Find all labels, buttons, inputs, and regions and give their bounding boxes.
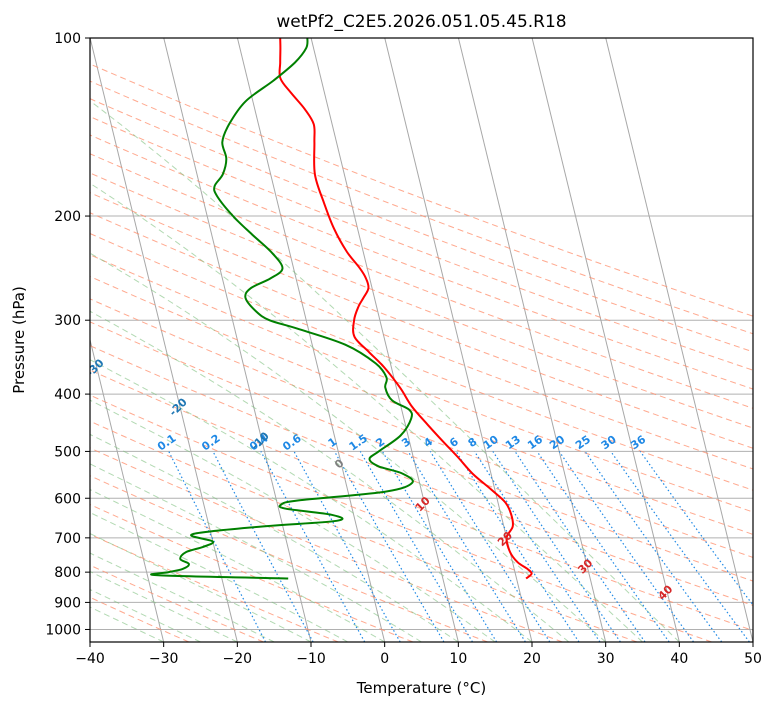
x-axis-title: Temperature (°C) xyxy=(356,679,486,697)
mixing-ratio-label: 8 xyxy=(466,435,480,450)
dry-adiabat-line xyxy=(90,275,753,535)
dry-adiabat-line xyxy=(90,564,264,642)
temperature-profile-line xyxy=(278,38,533,580)
moist-adiabat-line xyxy=(90,100,680,642)
moist-adiabat-line xyxy=(90,399,496,642)
mixing-ratio-line xyxy=(514,451,646,642)
dry-adiabat-line xyxy=(90,254,753,513)
x-tick-label: −40 xyxy=(75,651,105,667)
dry-adiabat-line xyxy=(90,63,753,317)
dry-adiabat-line xyxy=(90,596,190,642)
y-tick-label: 800 xyxy=(54,565,81,581)
mixing-ratio-line xyxy=(168,451,267,642)
x-tick-label: 0 xyxy=(380,651,389,667)
mixing-ratio-line xyxy=(407,451,526,642)
mixing-ratio-line xyxy=(333,451,445,642)
x-tick-label: −20 xyxy=(223,651,253,667)
mixing-ratio-label: 30 xyxy=(599,433,619,453)
dry-adiabat-line xyxy=(90,420,638,642)
mixing-ratio-line xyxy=(212,451,314,642)
moist-adiabat-line xyxy=(90,512,349,642)
mixing-ratio-label: 4 xyxy=(421,435,435,450)
isotherm-label-warm: 20 xyxy=(495,529,515,549)
mixing-ratio-label: 20 xyxy=(547,433,567,453)
isotherm-label-warm: 40 xyxy=(655,582,675,602)
isotherm-line xyxy=(531,38,680,642)
mixing-ratio-label: 36 xyxy=(628,433,648,453)
y-tick-label: 900 xyxy=(54,595,81,611)
plot-frame xyxy=(89,37,754,643)
dry-adiabat-line xyxy=(90,172,753,429)
x-tick-label: −10 xyxy=(296,651,326,667)
mixing-ratio-label: 10 xyxy=(481,433,501,453)
isotherm-line xyxy=(457,38,607,642)
y-tick-label: 500 xyxy=(54,444,81,460)
isotherm-line xyxy=(605,38,753,642)
y-tick-label: 1000 xyxy=(45,622,81,638)
moist-adiabat-line xyxy=(90,310,570,642)
isotherm-line xyxy=(310,38,459,642)
isotherm-label: -20 xyxy=(167,395,190,418)
dry-adiabat-line xyxy=(90,98,753,353)
dry-adiabat-line xyxy=(90,212,753,470)
mixing-ratio-line xyxy=(455,451,580,642)
dry-adiabat-line xyxy=(90,475,488,642)
moist-adiabat-line xyxy=(90,463,422,642)
y-tick-label: 200 xyxy=(54,209,81,225)
chart-title: wetPf2_C2E5.2026.051.05.45.R18 xyxy=(276,12,566,32)
y-tick-label: 600 xyxy=(54,491,81,507)
moist-adiabat-line xyxy=(90,182,643,642)
moist-adiabat-line xyxy=(90,533,312,642)
isotherm-label-warm: 10 xyxy=(413,494,433,514)
dry-adiabat-line xyxy=(90,153,753,409)
mixing-ratio-label: 1.5 xyxy=(347,432,370,454)
x-tick-label: 30 xyxy=(597,651,615,667)
dry-adiabat-line xyxy=(90,394,712,642)
dry-adiabat-line xyxy=(90,192,753,449)
mixing-ratio-line xyxy=(610,451,750,642)
dry-adiabat-line xyxy=(90,298,753,558)
mixing-ratio-line xyxy=(492,451,621,642)
dewpoint-profile-line xyxy=(150,38,414,580)
moist-adiabat-line xyxy=(90,552,275,642)
mixing-ratio-line xyxy=(558,451,694,642)
y-tick-label: 100 xyxy=(54,31,81,47)
dry-adiabat-line xyxy=(90,321,753,582)
y-tick-label: 700 xyxy=(54,531,81,547)
dry-adiabat-line xyxy=(90,134,753,390)
y-tick-label: 400 xyxy=(54,387,81,403)
x-tick-label: 10 xyxy=(449,651,467,667)
mixing-ratio-line xyxy=(359,451,474,642)
x-tick-label: 50 xyxy=(744,651,762,667)
mixing-ratio-line xyxy=(381,451,498,642)
y-tick-label: 300 xyxy=(54,313,81,329)
mixing-ratio-line xyxy=(293,451,401,642)
x-tick-label: −30 xyxy=(149,651,179,667)
mixing-ratio-label: 16 xyxy=(525,433,545,453)
isotherm-line xyxy=(236,38,386,642)
x-tick-label: 40 xyxy=(670,651,688,667)
mixing-ratio-line xyxy=(260,451,366,642)
mixing-ratio-line xyxy=(584,451,723,642)
dry-adiabat-line xyxy=(90,369,753,632)
mixing-ratio-label: 0.2 xyxy=(199,432,222,454)
mixing-ratio-line xyxy=(429,451,551,642)
moist-adiabat-line xyxy=(90,359,533,642)
dry-adiabat-line xyxy=(90,116,753,371)
mixing-ratio-line xyxy=(473,451,601,642)
y-axis-title: Pressure (hPa) xyxy=(10,286,28,394)
dry-adiabat-line xyxy=(90,447,563,642)
dry-adiabat-line xyxy=(90,503,414,642)
moist-adiabat-line xyxy=(90,588,201,642)
moist-adiabat-line xyxy=(90,488,385,642)
moist-adiabat-line xyxy=(90,252,607,642)
x-tick-label: 20 xyxy=(523,651,541,667)
dry-adiabat-line xyxy=(90,345,753,606)
mixing-ratio-label: 0.6 xyxy=(280,431,304,453)
dry-adiabat-line xyxy=(90,80,753,335)
mixing-ratio-label: 13 xyxy=(503,433,523,452)
mixing-ratio-line xyxy=(536,451,670,642)
dry-adiabat-line xyxy=(90,232,753,491)
